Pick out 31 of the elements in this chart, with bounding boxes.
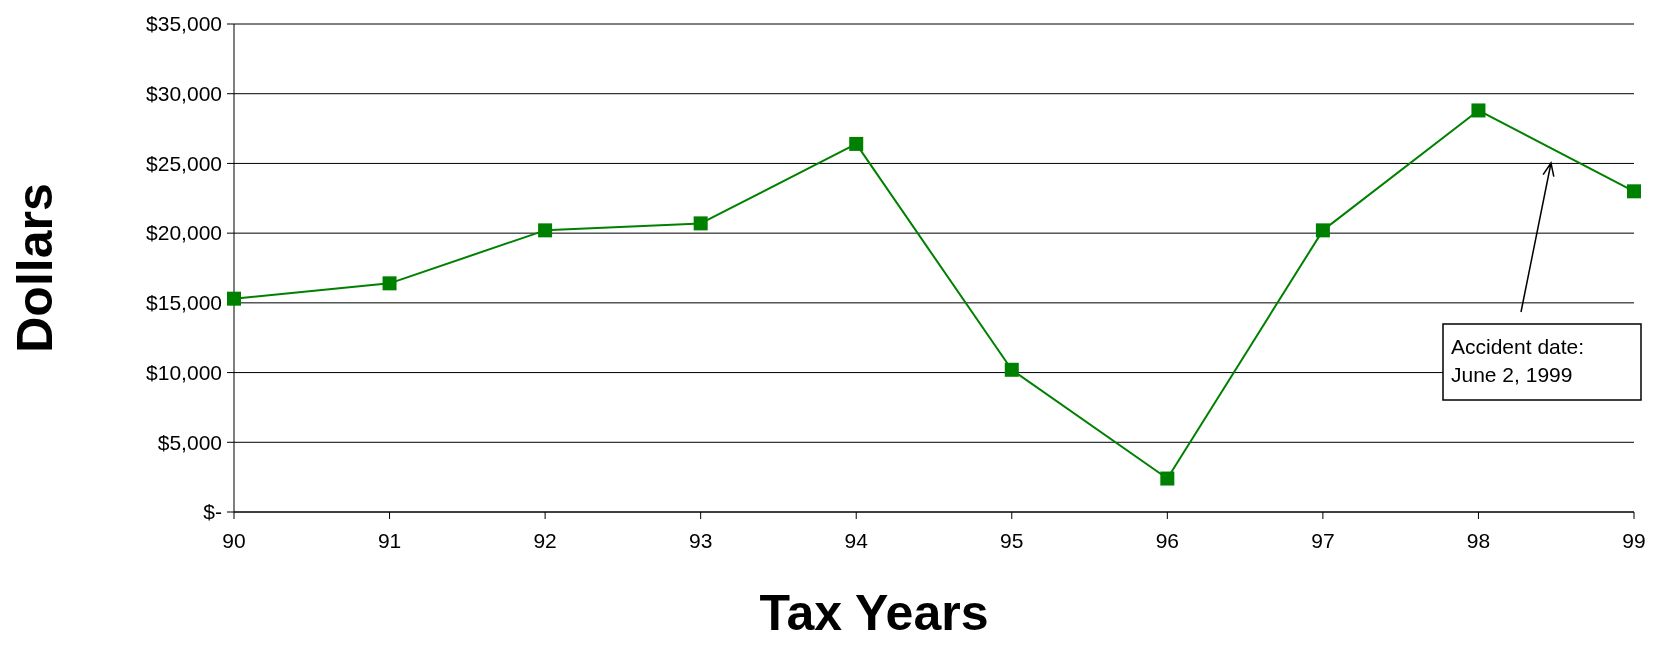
y-tick-label: $35,000 [146,12,222,36]
x-tick-label: 94 [844,529,869,552]
point [382,276,397,291]
x-tick-label: 93 [688,529,713,552]
annotation: Accident date: June 2, 1999 [1451,335,1585,386]
y-axis-title: Dollars [7,183,63,353]
point [227,291,241,306]
point [538,223,553,238]
y-tick-label: $20,000 [146,221,222,245]
y-tick-label: $- [203,500,222,524]
point [1160,471,1175,486]
y-tick-label: $10,000 [146,360,222,384]
x-tick-label: 92 [533,529,557,552]
point [849,136,864,151]
point [1004,362,1019,377]
y-tick-label: $30,000 [146,82,222,106]
x-tick-label: 99 [1622,529,1646,552]
y-tick-label: $5,000 [157,430,222,454]
y-tick-label: $15,000 [146,291,222,315]
point [1627,184,1641,199]
point [693,216,708,231]
point [1315,223,1330,238]
point [1471,103,1486,118]
y-tick-label: $25,000 [146,151,222,175]
x-tick-label: 97 [1311,529,1335,552]
x-tick-label: 91 [377,529,402,552]
x-tick-label: 95 [1000,529,1024,552]
x-tick-label: 96 [1155,529,1180,552]
x-tick-label: 98 [1466,529,1491,552]
x-axis-title: Tax Years [759,585,989,641]
x-tick-label: 90 [222,529,246,552]
